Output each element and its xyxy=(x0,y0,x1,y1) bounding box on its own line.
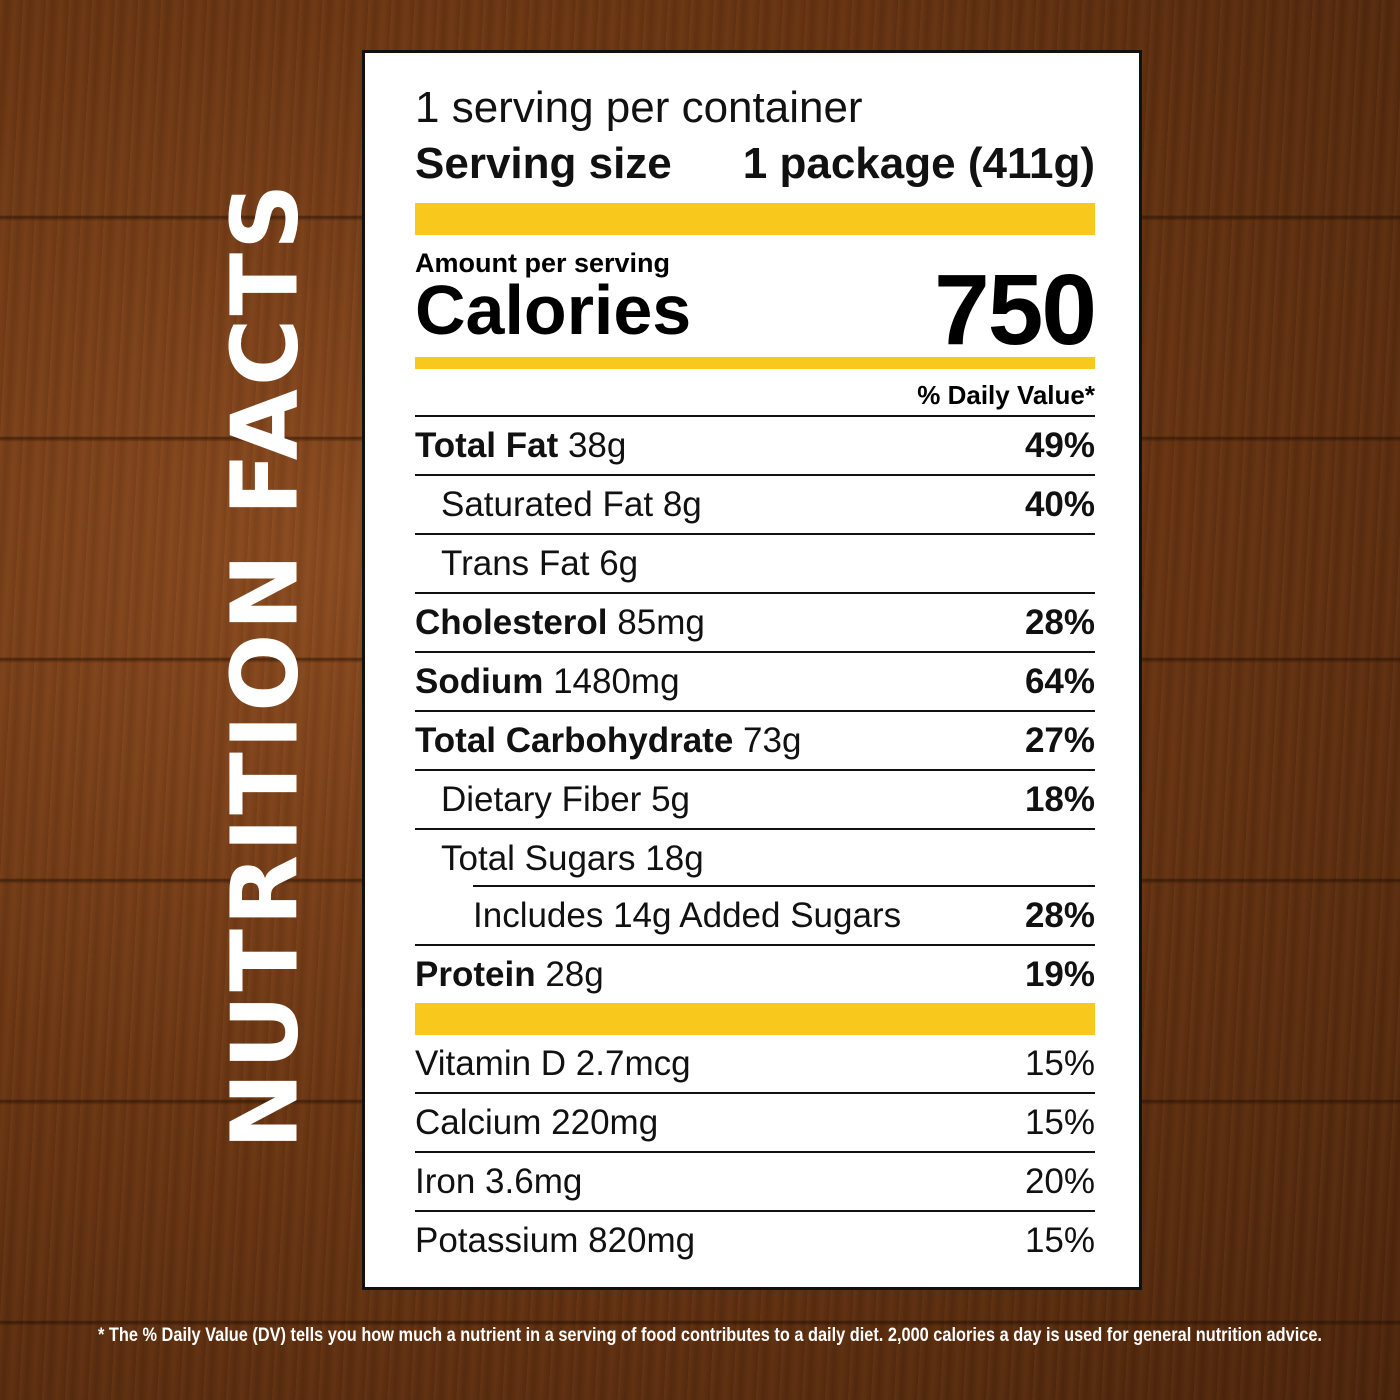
nutrient-dv: 40% xyxy=(1024,484,1095,524)
vitamin-list: Vitamin D 2.7mcg 15% Calcium 220mg 15% I… xyxy=(415,1035,1095,1269)
calories-label: Calories xyxy=(415,271,692,349)
nutrition-label-content: 1 serving per container Serving size 1 p… xyxy=(415,81,1097,1269)
calories-value: 750 xyxy=(934,254,1097,366)
nutrient-row-total-fat: Total Fat 38g 49% xyxy=(415,417,1095,476)
nutrient-dv: 64% xyxy=(1024,661,1095,701)
vitamin-dv: 15% xyxy=(1024,1043,1095,1083)
daily-value-header: % Daily Value* xyxy=(415,375,1095,417)
nutrient-amount: 8g xyxy=(662,484,702,524)
nutrient-row-sodium: Sodium 1480mg 64% xyxy=(415,653,1095,712)
calories-row: Calories 750 xyxy=(415,254,1097,366)
nutrient-dv: 19% xyxy=(1024,954,1095,994)
vitamin-text: Vitamin D 2.7mcg xyxy=(415,1043,691,1083)
vitamin-text: Potassium 820mg xyxy=(415,1220,696,1260)
nutrient-dv: 28% xyxy=(1024,895,1095,935)
nutrient-name: Dietary Fiber xyxy=(441,779,642,819)
nutrient-row-trans-fat: Trans Fat 6g xyxy=(415,535,1095,594)
nutrient-row-total-sugars: Total Sugars 18g xyxy=(415,830,1095,887)
amount-per-serving: Amount per serving xyxy=(415,248,671,278)
nutrient-name: Total Carbohydrate xyxy=(415,720,734,760)
vitamin-text: Iron 3.6mg xyxy=(415,1161,583,1201)
servings-per-container: 1 serving per container xyxy=(415,83,863,132)
nutrient-row-total-carbohydrate: Total Carbohydrate 73g 27% xyxy=(415,712,1095,771)
nutrient-name: Total Sugars xyxy=(441,838,636,878)
sugars-divider xyxy=(473,885,1095,887)
nutrient-name: Trans Fat xyxy=(441,543,590,583)
nutrient-row-protein: Protein 28g 19% xyxy=(415,946,1095,1003)
nutrient-amount: 73g xyxy=(743,720,802,760)
vitamin-dv: 15% xyxy=(1024,1220,1095,1260)
divider-calories xyxy=(415,357,1095,369)
nutrient-name: Sodium xyxy=(415,661,544,701)
nutrient-name: Includes 14g Added Sugars xyxy=(473,895,902,935)
nutrient-row-dietary-fiber: Dietary Fiber 5g 18% xyxy=(415,771,1095,830)
nutrient-name: Cholesterol xyxy=(415,602,608,642)
serving-size-label: Serving size xyxy=(415,139,672,188)
nutrient-name: Protein xyxy=(415,954,536,994)
vitamin-dv: 15% xyxy=(1024,1102,1095,1142)
vitamin-row-potassium: Potassium 820mg 15% xyxy=(415,1212,1095,1269)
nutrition-label-panel: 1 serving per container Serving size 1 p… xyxy=(362,50,1142,1290)
nutrient-name: Total Fat xyxy=(415,425,559,465)
nutrient-amount: 18g xyxy=(645,838,704,878)
nutrient-dv: 18% xyxy=(1024,779,1095,819)
thick-divider-top xyxy=(415,203,1095,235)
serving-size-row: Serving size 1 package (411g) xyxy=(415,135,1095,193)
nutrition-facts-title: NUTRITION FACTS xyxy=(211,180,319,1150)
nutrient-row-cholesterol: Cholesterol 85mg 28% xyxy=(415,594,1095,653)
daily-value-footnote: * The % Daily Value (DV) tells you how m… xyxy=(98,1325,1322,1346)
vitamin-text: Calcium 220mg xyxy=(415,1102,659,1142)
nutrient-dv: 49% xyxy=(1024,425,1095,465)
nutrient-amount: 38g xyxy=(567,425,627,465)
nutrient-amount: 85mg xyxy=(617,602,705,642)
vitamin-dv: 20% xyxy=(1024,1161,1095,1201)
vitamin-row-vitamin-d: Vitamin D 2.7mcg 15% xyxy=(415,1035,1095,1094)
nutrient-dv: 28% xyxy=(1024,602,1095,642)
nutrient-name: Saturated Fat xyxy=(441,484,654,524)
nutrient-amount: 1480mg xyxy=(553,661,680,701)
nutrient-amount: 6g xyxy=(599,543,639,583)
nutrient-row-added-sugars: Includes 14g Added Sugars 28% xyxy=(415,887,1095,946)
vitamin-row-iron: Iron 3.6mg 20% xyxy=(415,1153,1095,1212)
thick-divider-vitamins xyxy=(415,1003,1095,1035)
nutrient-amount: 5g xyxy=(651,779,690,819)
vitamin-row-calcium: Calcium 220mg 15% xyxy=(415,1094,1095,1153)
serving-size-value: 1 package (411g) xyxy=(742,139,1095,188)
nutrient-amount: 28g xyxy=(545,954,604,994)
nutrient-row-saturated-fat: Saturated Fat 8g 40% xyxy=(415,476,1095,535)
nutrient-dv: 27% xyxy=(1024,720,1095,760)
nutrient-list: Total Fat 38g 49% Saturated Fat 8g 40% T… xyxy=(415,417,1095,1003)
